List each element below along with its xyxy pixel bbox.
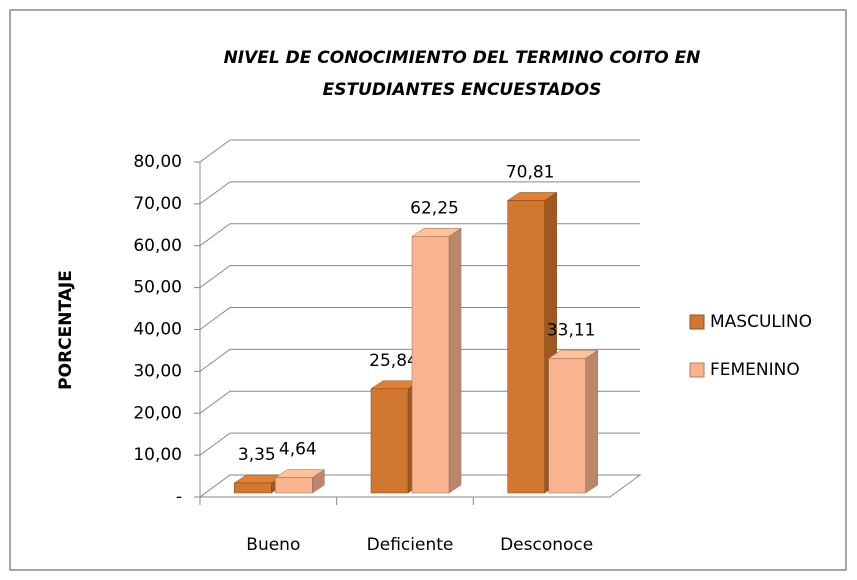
- chart-title: ESTUDIANTES ENCUESTADOS: [323, 80, 602, 100]
- x-tick-label: Bueno: [246, 535, 300, 555]
- grid-line: [199, 181, 640, 205]
- legend-label: MASCULINO: [710, 312, 812, 332]
- value-label: 33,11: [547, 320, 596, 340]
- x-tick-label: Deficiente: [367, 535, 454, 555]
- y-tick-label: 10,00: [133, 445, 182, 465]
- bar-front: [370, 388, 409, 494]
- bar-front: [548, 358, 586, 494]
- legend-swatch: [689, 362, 705, 378]
- grid-line: [199, 348, 640, 372]
- y-tick-label: 30,00: [133, 361, 182, 381]
- value-label: 62,25: [410, 198, 459, 218]
- grid-line: [199, 265, 640, 289]
- bar-front: [411, 236, 450, 494]
- bar: [547, 349, 599, 494]
- value-label: 25,84: [369, 351, 418, 371]
- grid-line: [199, 223, 640, 247]
- value-label: 3,35: [238, 445, 276, 465]
- y-tick-label: 70,00: [133, 194, 182, 214]
- bar: [274, 469, 326, 494]
- y-tick-label: 50,00: [133, 278, 182, 298]
- grid-line: [199, 139, 640, 163]
- value-label: 70,81: [506, 162, 555, 182]
- grid-line: [199, 432, 640, 456]
- x-tick-label: Desconoce: [500, 535, 593, 555]
- y-axis-label: PORCENTAJE: [56, 270, 76, 390]
- bar-front: [507, 200, 545, 494]
- y-tick-label: 40,00: [133, 320, 182, 340]
- legend-label: FEMENINO: [710, 360, 800, 380]
- y-tick-label: 60,00: [133, 236, 182, 256]
- value-label: 4,64: [279, 440, 317, 460]
- bar-side: [448, 227, 462, 494]
- chart-title: NIVEL DE CONOCIMIENTO DEL TERMINO COITO …: [224, 48, 701, 68]
- bar-side: [585, 349, 598, 494]
- bar: [411, 227, 462, 494]
- y-tick-label: 20,00: [133, 403, 182, 423]
- legend-swatch: [689, 314, 705, 330]
- bar-front: [234, 482, 272, 494]
- bar-front: [275, 477, 313, 494]
- y-tick-label: -: [176, 487, 182, 507]
- y-tick-label: 80,00: [133, 152, 182, 172]
- grid-line: [199, 390, 640, 414]
- grid-line: [199, 307, 640, 330]
